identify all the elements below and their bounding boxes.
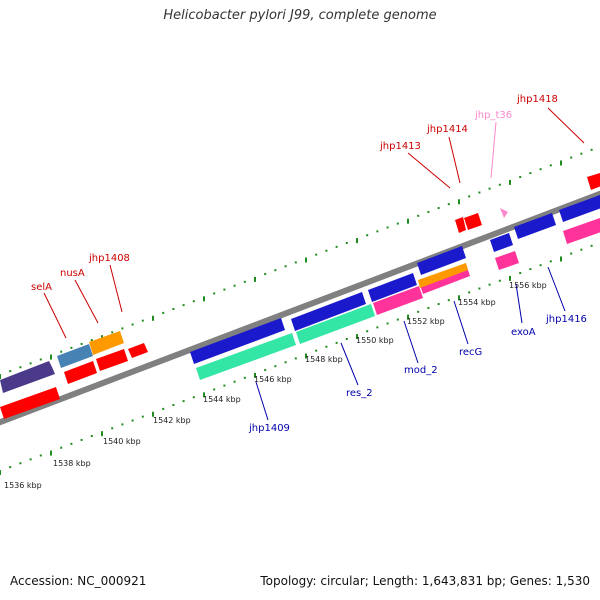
genome-title: Helicobacter pylori J99, complete genome (163, 8, 437, 23)
scale-label: 1554 kbp (458, 298, 496, 307)
gene-feature[interactable] (89, 331, 124, 355)
gene-label[interactable]: jhp1409 (248, 423, 290, 434)
gene-feature[interactable] (64, 361, 97, 384)
gene-label[interactable]: res_2 (346, 388, 373, 399)
genome-backbone (0, 190, 600, 426)
gene-feature[interactable] (418, 263, 468, 288)
accession-text: Accession: NC_000921 (10, 574, 147, 588)
gene-feature[interactable] (373, 286, 423, 315)
scale-label: 1556 kbp (509, 281, 547, 290)
gene-label[interactable]: jhp1408 (88, 253, 130, 264)
gene-label[interactable]: jhp1416 (545, 314, 587, 325)
gene-feature[interactable] (368, 273, 417, 302)
gene-feature[interactable] (495, 251, 519, 270)
gene-feature[interactable] (587, 173, 600, 190)
gene-feature[interactable] (291, 292, 366, 331)
gene-feature[interactable] (57, 344, 93, 368)
scale-label: 1536 kbp (4, 481, 42, 490)
gene-feature[interactable] (455, 217, 466, 233)
gene-feature[interactable] (559, 195, 600, 222)
scale-label: 1542 kbp (153, 416, 191, 425)
trna-feature[interactable] (500, 208, 508, 218)
gene-label[interactable]: recG (459, 347, 482, 358)
gene-feature[interactable] (0, 387, 60, 419)
scale-label: 1552 kbp (407, 317, 445, 326)
gene-feature[interactable] (490, 233, 513, 252)
gene-feature[interactable] (296, 304, 375, 344)
scale-labels: 1536 kbp 1538 kbp 1540 kbp 1542 kbp 1544… (4, 281, 547, 490)
scale-label: 1538 kbp (53, 459, 91, 468)
gene-labels: selA nusA jhp1408 jhp1413 jhp1414 jhp_t3… (31, 94, 587, 434)
gene-label[interactable]: jhp1414 (426, 124, 468, 135)
gene-feature[interactable] (96, 349, 128, 371)
gene-label[interactable]: jhp1418 (516, 94, 558, 105)
gene-label[interactable]: jhp1413 (379, 141, 421, 152)
gene-label[interactable]: selA (31, 282, 52, 293)
gene-feature[interactable] (417, 246, 466, 275)
gene-feature[interactable] (0, 361, 55, 393)
gene-feature[interactable] (464, 213, 482, 230)
gene-label[interactable]: jhp_t36 (474, 110, 512, 121)
scale-label: 1550 kbp (356, 336, 394, 345)
gene-feature[interactable] (128, 343, 148, 358)
genome-summary-text: Topology: circular; Length: 1,643,831 bp… (260, 574, 590, 588)
gene-label[interactable]: mod_2 (404, 365, 438, 376)
gene-feature[interactable] (190, 318, 285, 364)
gene-feature[interactable] (563, 218, 600, 244)
gene-label[interactable]: exoA (511, 327, 536, 338)
gene-callout-lines (43, 107, 585, 421)
scale-label: 1546 kbp (254, 375, 292, 384)
scale-label: 1544 kbp (203, 395, 241, 404)
scale-label: 1548 kbp (305, 355, 343, 364)
gene-feature[interactable] (514, 213, 556, 239)
gene-feature[interactable] (196, 333, 296, 380)
gene-label[interactable]: nusA (60, 268, 85, 279)
scale-label: 1540 kbp (103, 437, 141, 446)
forward-features (0, 173, 600, 419)
lower-ruler-ticks (0, 244, 593, 475)
